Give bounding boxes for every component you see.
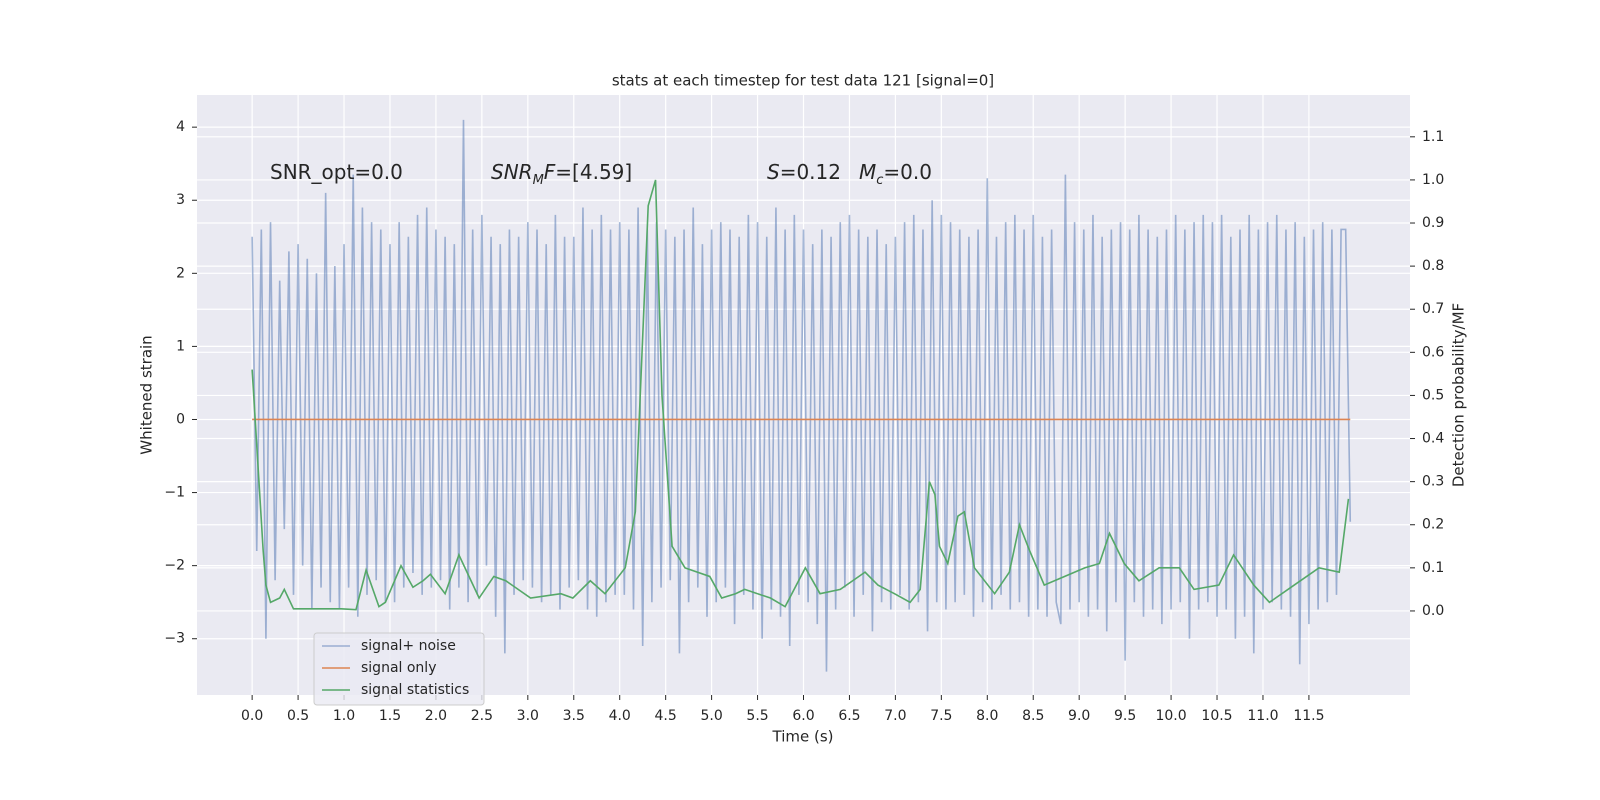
x-tick-label: 1.0 <box>333 708 355 724</box>
annotation-part: SNR_opt=0.0 <box>270 160 403 184</box>
annotation: Mc=0.0 <box>859 160 932 189</box>
y2-tick-label: 0.2 <box>1422 517 1444 533</box>
annotation: SNR_opt=0.0 <box>270 160 403 184</box>
y-tick-label: 1 <box>176 338 185 354</box>
y2-tick-label: 1.0 <box>1422 172 1444 188</box>
y2-tick-label: 0.8 <box>1422 258 1444 274</box>
y-tick-label: 4 <box>176 119 185 135</box>
y2-tick-label: 0.6 <box>1422 344 1444 360</box>
x-tick-label: 4.5 <box>655 708 677 724</box>
x-tick-label: 0.5 <box>287 708 309 724</box>
y-tick-label: 2 <box>176 265 185 281</box>
annotation-part: =0.0 <box>883 160 932 184</box>
x-tick-label: 6.0 <box>792 708 814 724</box>
y-tick-label: 3 <box>176 192 185 208</box>
y2-tick-label: 0.1 <box>1422 560 1444 576</box>
x-tick-label: 10.5 <box>1201 708 1232 724</box>
x-tick-label: 7.5 <box>930 708 952 724</box>
x-tick-label: 8.0 <box>976 708 998 724</box>
x-tick-label: 3.0 <box>517 708 539 724</box>
y-tick-label: −3 <box>164 631 185 647</box>
x-axis-label: Time (s) <box>772 728 834 746</box>
annotation-part: =0.12 <box>780 160 841 184</box>
annotation-part: M <box>859 160 876 184</box>
x-tick-label: 10.0 <box>1155 708 1186 724</box>
x-tick-label: 3.5 <box>563 708 585 724</box>
x-tick-label: 9.0 <box>1068 708 1090 724</box>
x-tick-label: 1.5 <box>379 708 401 724</box>
x-tick-label: 8.5 <box>1022 708 1044 724</box>
legend-label: signal statistics <box>361 682 469 698</box>
x-tick-label: 2.5 <box>471 708 493 724</box>
y2-tick-label: 0.3 <box>1422 474 1444 490</box>
y-tick-label: −2 <box>164 558 185 574</box>
x-tick-label: 6.5 <box>838 708 860 724</box>
x-tick-label: 5.5 <box>746 708 768 724</box>
legend-label: signal only <box>361 660 436 676</box>
series-line <box>251 119 1352 672</box>
y2-tick-label: 0.5 <box>1422 387 1444 403</box>
annotation-part: c <box>876 173 883 188</box>
x-tick-label: 9.5 <box>1114 708 1136 724</box>
chart-title: stats at each timestep for test data 121… <box>612 72 994 90</box>
legend-box <box>313 632 485 706</box>
y2-tick-label: 0.0 <box>1422 603 1444 619</box>
series-line <box>251 179 1350 611</box>
x-tick-label: 11.0 <box>1247 708 1278 724</box>
y-tick-label: 0 <box>176 411 185 427</box>
x-tick-label: 11.5 <box>1293 708 1324 724</box>
y-tick-label: −1 <box>164 485 185 501</box>
y-axis-label: Whitened strain <box>138 335 156 454</box>
annotation-part: F <box>544 160 556 184</box>
x-tick-label: 7.0 <box>884 708 906 724</box>
x-tick-label: 5.0 <box>700 708 722 724</box>
y2-tick-label: 1.1 <box>1422 129 1444 145</box>
annotation: S=0.12 <box>767 160 841 184</box>
y2-tick-label: 0.7 <box>1422 301 1444 317</box>
annotation-part: S <box>767 160 780 184</box>
annotation-part: M <box>533 173 544 188</box>
annotation-part: =[4.59] <box>555 160 632 184</box>
y2-axis-label: Detection probability/MF <box>1450 303 1468 487</box>
x-tick-label: 0.0 <box>241 708 263 724</box>
legend-label: signal+ noise <box>361 638 456 654</box>
annotation: SNRMF=[4.59] <box>491 160 632 189</box>
x-tick-label: 4.0 <box>609 708 631 724</box>
y2-tick-label: 0.4 <box>1422 431 1444 447</box>
x-tick-label: 2.0 <box>425 708 447 724</box>
annotation-part: SNR <box>491 160 533 184</box>
y2-tick-label: 0.9 <box>1422 215 1444 231</box>
